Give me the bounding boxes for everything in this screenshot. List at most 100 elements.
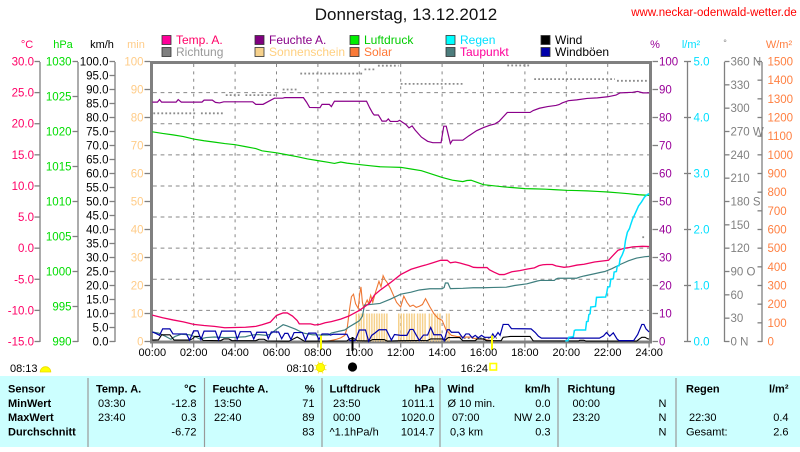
svg-text:Sensor: Sensor [8, 384, 46, 396]
svg-text:2.0: 2.0 [694, 225, 710, 237]
svg-text:100: 100 [659, 57, 678, 69]
svg-text:30: 30 [731, 313, 744, 325]
svg-text:Ø 10 min.: Ø 10 min. [448, 398, 496, 410]
svg-text:30: 30 [659, 253, 672, 265]
svg-text:55.0: 55.0 [86, 183, 108, 195]
svg-text:06:00: 06:00 [263, 347, 291, 359]
svg-text:°C: °C [184, 384, 196, 396]
svg-text:0.0: 0.0 [694, 337, 710, 349]
svg-text:%: % [650, 39, 660, 51]
svg-text:07:00: 07:00 [452, 412, 480, 424]
svg-text:900: 900 [768, 169, 787, 181]
svg-text:600: 600 [768, 225, 787, 237]
svg-text:Gesamt:: Gesamt: [686, 426, 728, 438]
svg-text:02:00: 02:00 [180, 347, 208, 359]
svg-text:20.0: 20.0 [12, 119, 34, 131]
svg-text:22:40: 22:40 [214, 412, 242, 424]
svg-text:°: ° [723, 38, 727, 48]
svg-text:16:24: 16:24 [460, 363, 488, 375]
svg-text:l/m²: l/m² [682, 39, 701, 51]
svg-text:1010: 1010 [46, 197, 72, 209]
svg-text:1000: 1000 [46, 267, 72, 279]
svg-text:3.0: 3.0 [694, 169, 710, 181]
svg-text:l/m²: l/m² [769, 384, 789, 396]
svg-text:00:00: 00:00 [573, 398, 601, 410]
svg-text:N: N [659, 398, 667, 410]
svg-text:Regen: Regen [686, 384, 720, 396]
svg-text:18:00: 18:00 [511, 347, 539, 359]
svg-text:km/h: km/h [525, 384, 551, 396]
svg-text:Richtung: Richtung [176, 45, 223, 59]
svg-text:100.0: 100.0 [80, 57, 109, 69]
svg-text:35.0: 35.0 [86, 239, 108, 251]
svg-text:0: 0 [659, 337, 665, 349]
svg-text:Luftdruck: Luftdruck [364, 33, 414, 47]
svg-text:^1.1hPa/h: ^1.1hPa/h [330, 426, 379, 438]
svg-text:5.0: 5.0 [694, 57, 710, 69]
svg-text:90: 90 [131, 85, 144, 97]
svg-text:90: 90 [659, 85, 672, 97]
svg-text:24:00: 24:00 [635, 347, 663, 359]
svg-text:Windböen: Windböen [555, 45, 609, 59]
svg-text:50.0: 50.0 [86, 197, 108, 209]
svg-text:0: 0 [768, 337, 774, 349]
svg-text:Richtung: Richtung [568, 384, 616, 396]
svg-text:08:10: 08:10 [286, 363, 314, 375]
svg-text:80: 80 [659, 113, 672, 125]
svg-text:240: 240 [731, 150, 750, 162]
svg-text:Regen: Regen [460, 33, 495, 47]
svg-text:5.0: 5.0 [93, 323, 109, 335]
svg-text:20:00: 20:00 [553, 347, 581, 359]
svg-text:10: 10 [659, 309, 672, 321]
svg-text:Feuchte A.: Feuchte A. [213, 384, 269, 396]
svg-text:1005: 1005 [46, 232, 72, 244]
svg-text:150: 150 [731, 220, 750, 232]
svg-text:210: 210 [731, 173, 750, 185]
svg-text:995: 995 [52, 302, 71, 314]
svg-text:40.0: 40.0 [86, 225, 108, 237]
svg-text:1011.1: 1011.1 [402, 398, 435, 410]
svg-text:Wind: Wind [555, 33, 582, 47]
svg-text:-5.0: -5.0 [14, 274, 34, 286]
svg-text:120: 120 [731, 243, 750, 255]
svg-text:23:20: 23:20 [573, 412, 601, 424]
svg-text:Solar: Solar [364, 45, 392, 59]
svg-text:30.0: 30.0 [12, 57, 34, 69]
svg-text:00:00: 00:00 [139, 347, 167, 359]
svg-text:80: 80 [131, 113, 144, 125]
svg-text:Sonnenschein: Sonnenschein [269, 45, 345, 59]
svg-text:15.0: 15.0 [12, 150, 34, 162]
svg-text:0.3: 0.3 [181, 412, 196, 424]
svg-text:1300: 1300 [768, 94, 794, 106]
svg-text:0: 0 [137, 337, 143, 349]
svg-text:23:40: 23:40 [98, 412, 126, 424]
svg-text:2.6: 2.6 [773, 426, 788, 438]
svg-text:200: 200 [768, 299, 787, 311]
svg-text:5.0: 5.0 [18, 212, 34, 224]
svg-text:70.0: 70.0 [86, 141, 108, 153]
svg-text:30.0: 30.0 [86, 253, 108, 265]
svg-text:Feuchte A.: Feuchte A. [269, 33, 326, 47]
svg-text:0.0: 0.0 [535, 398, 550, 410]
svg-text:30: 30 [131, 253, 144, 265]
svg-text:1025: 1025 [46, 92, 72, 104]
svg-text:95.0: 95.0 [86, 71, 108, 83]
svg-text:85.0: 85.0 [86, 99, 108, 111]
svg-text:Luftdruck: Luftdruck [330, 384, 382, 396]
svg-text:500: 500 [768, 243, 787, 255]
svg-text:0.0: 0.0 [18, 243, 34, 255]
svg-text:83: 83 [302, 426, 314, 438]
svg-text:330: 330 [731, 80, 750, 92]
svg-text:65.0: 65.0 [86, 155, 108, 167]
svg-text:0 N: 0 N [731, 337, 749, 349]
svg-text:1000: 1000 [768, 150, 794, 162]
svg-text:Wind: Wind [448, 384, 475, 396]
svg-text:4.0: 4.0 [694, 113, 710, 125]
svg-text:20: 20 [659, 281, 672, 293]
svg-text:1020: 1020 [46, 127, 72, 139]
svg-text:25.0: 25.0 [12, 88, 34, 100]
svg-text:-10.0: -10.0 [8, 305, 34, 317]
svg-text:89: 89 [302, 412, 314, 424]
svg-text:1020.0: 1020.0 [401, 412, 435, 424]
svg-text:0,3 km: 0,3 km [450, 426, 483, 438]
